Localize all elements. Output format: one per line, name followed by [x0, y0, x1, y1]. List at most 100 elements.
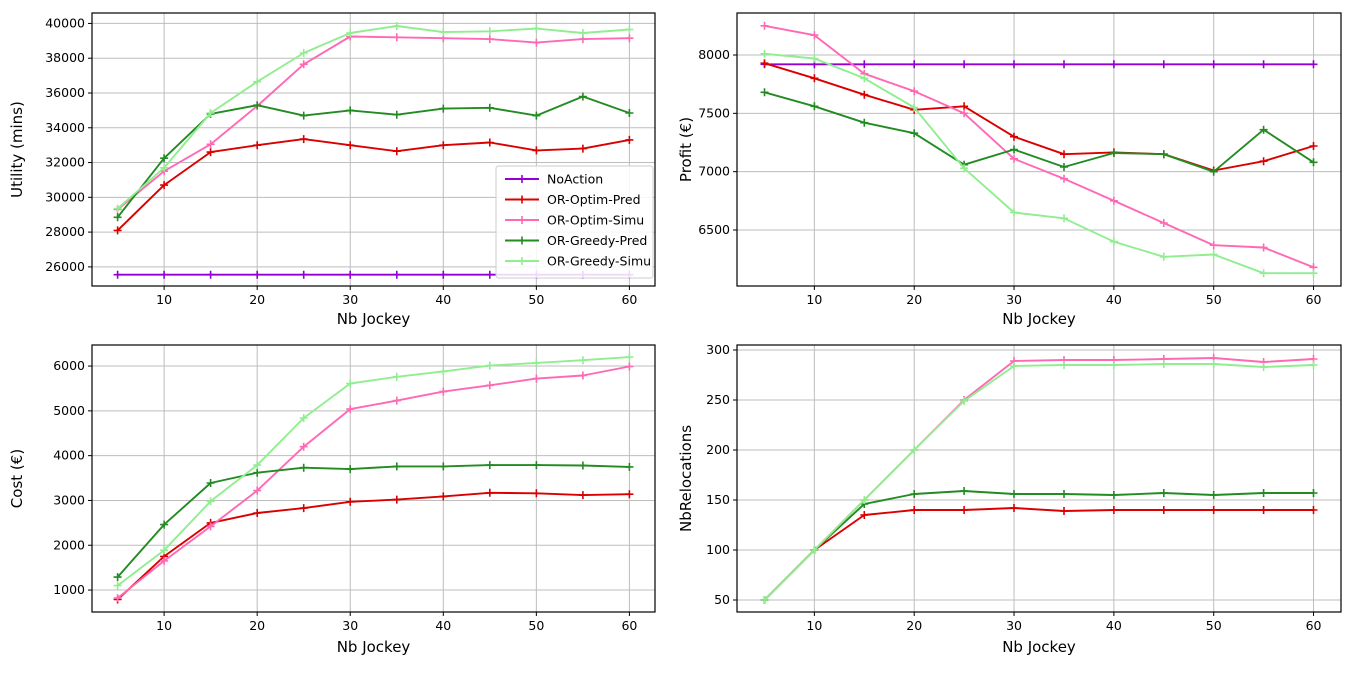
y-tick-label: 100 — [706, 542, 730, 557]
series-markers-OR-Greedy-Simu — [113, 22, 634, 213]
y-tick-label: 3000 — [53, 492, 85, 507]
series-markers-OR-Optim-Pred — [113, 135, 634, 235]
series-markers-OR-Optim-Simu — [760, 354, 1318, 604]
x-tick-label: 60 — [621, 618, 637, 633]
series-markers-OR-Greedy-Simu — [760, 49, 1318, 278]
y-tick-label: 200 — [706, 442, 730, 457]
x-tick-label: 30 — [1006, 618, 1022, 633]
axes-frame — [736, 344, 1342, 613]
axes-frame — [91, 12, 656, 287]
x-axis-label: Nb Jockey — [337, 310, 411, 328]
y-tick-label: 50 — [714, 592, 730, 607]
cost-chart-panel: 10 20 30 40 50 60 1000 2000 3000 4000 5000 6000 Nb J… — [0, 337, 675, 675]
legend-item: NoAction — [505, 172, 603, 187]
x-tick-label: 10 — [806, 618, 822, 633]
series-markers-OR-Greedy-Pred — [760, 487, 1318, 604]
legend-label: OR-Greedy-Pred — [547, 233, 647, 248]
chart-2-plot: 10 20 30 40 50 60 1000 2000 3000 4000 5000 6000 Nb J… — [8, 344, 656, 656]
y-tick-label: 300 — [706, 342, 730, 357]
series-markers-OR-Greedy-Simu — [113, 353, 634, 590]
series-line-OR-Optim-Simu — [116, 35, 630, 211]
series-line-OR-Greedy-Simu — [116, 25, 630, 210]
series-line-OR-Optim-Simu — [763, 357, 1314, 601]
series-markers-OR-Optim-Simu — [113, 362, 634, 603]
y-tick-label: 36000 — [45, 85, 85, 100]
legend-swatch-marker — [518, 236, 526, 245]
legend-item: OR-Greedy-Simu — [505, 254, 651, 269]
x-tick-label: 60 — [1306, 292, 1322, 307]
y-tick-label: 4000 — [53, 448, 85, 463]
legend-box — [495, 165, 654, 279]
legend-label: OR-Optim-Pred — [547, 192, 641, 207]
x-tick-label: 20 — [906, 292, 922, 307]
series-line-OR-Greedy-Pred — [764, 91, 1315, 173]
x-tick-label: 10 — [156, 292, 172, 307]
legend: NoAction OR-Optim-Pred OR-Optim-Simu OR-Gre… — [495, 165, 654, 279]
y-tick-label: 7500 — [698, 105, 730, 120]
series-line-OR-Greedy-Pred — [116, 464, 630, 578]
x-tick-label: 50 — [1206, 292, 1222, 307]
axes-frame — [91, 344, 656, 613]
y-tick-label: 30000 — [45, 189, 85, 204]
y-tick-label: 32000 — [45, 155, 85, 170]
profit-chart-panel: 10 20 30 40 50 60 6500 7000 7500 8000 Nb Jockey Pro… — [675, 0, 1350, 337]
y-tick-label: 34000 — [45, 120, 85, 135]
x-tick-label: 40 — [435, 618, 451, 633]
y-tick-label: 40000 — [45, 15, 85, 30]
x-tick-label: 40 — [1106, 618, 1122, 633]
series-markers-OR-Greedy-Pred — [760, 88, 1318, 176]
x-tick-label: 20 — [906, 618, 922, 633]
series-line-OR-Greedy-Simu — [763, 363, 1314, 601]
series-line-OR-Greedy-Pred — [763, 490, 1314, 601]
legend-item: OR-Optim-Simu — [505, 213, 644, 228]
y-tick-label: 7000 — [698, 164, 730, 179]
y-tick-label: 6000 — [53, 358, 85, 373]
y-axis-label: Profit (€) — [677, 117, 695, 182]
x-axis-label: Nb Jockey — [1002, 638, 1076, 656]
legend-item: OR-Optim-Pred — [505, 192, 641, 207]
legend-item: OR-Greedy-Pred — [505, 233, 647, 248]
x-tick-label: 20 — [249, 292, 265, 307]
x-tick-label: 50 — [528, 292, 544, 307]
x-axis-label: Nb Jockey — [337, 638, 411, 656]
y-tick-label: 5000 — [53, 403, 85, 418]
y-axis-label: Utility (mins) — [8, 101, 26, 198]
series-line-OR-Optim-Pred — [763, 507, 1314, 601]
x-tick-label: 40 — [435, 292, 451, 307]
chart-1-plot: 10 20 30 40 50 60 6500 7000 7500 8000 Nb Jockey Pro… — [677, 12, 1342, 328]
x-tick-label: 30 — [1006, 292, 1022, 307]
x-tick-label: 60 — [621, 292, 637, 307]
series-line-OR-Greedy-Simu — [764, 52, 1314, 275]
y-tick-label: 38000 — [45, 50, 85, 65]
legend-swatch-marker — [518, 195, 526, 204]
nbrelocations-chart-panel: 10 20 30 40 50 60 50 100 150 200 250 300 Nb Jockey Nb… — [675, 337, 1350, 675]
series-line-OR-Greedy-Simu — [117, 356, 630, 587]
y-tick-label: 2000 — [53, 537, 85, 552]
chart-0-plot: 10 20 30 40 50 60 26000 28000 30000 32000 34000 360… — [8, 12, 656, 328]
y-tick-label: 1000 — [53, 582, 85, 597]
legend-swatch-marker — [518, 175, 526, 183]
legend-swatch-marker — [518, 257, 526, 265]
series-line-OR-Optim-Pred — [116, 138, 630, 232]
legend-label: NoAction — [547, 172, 603, 187]
y-tick-label: 150 — [706, 492, 730, 507]
y-tick-label: 6500 — [698, 222, 730, 237]
series-line-OR-Optim-Pred — [764, 62, 1314, 172]
series-line-OR-Optim-Simu — [117, 365, 630, 599]
axes-frame — [736, 12, 1342, 287]
x-tick-label: 30 — [342, 618, 358, 633]
series-markers-OR-Optim-Pred — [113, 488, 634, 604]
series-line-OR-Optim-Pred — [116, 491, 630, 601]
legend-swatch-marker — [518, 216, 526, 224]
x-tick-label: 30 — [342, 292, 358, 307]
series-markers-OR-Greedy-Pred — [113, 461, 634, 582]
x-tick-label: 10 — [806, 292, 822, 307]
chart-3-plot: 10 20 30 40 50 60 50 100 150 200 250 300 Nb Jockey Nb… — [677, 342, 1342, 656]
utility-chart-panel: 10 20 30 40 50 60 26000 28000 30000 32000 34000 360… — [0, 0, 675, 337]
x-tick-label: 40 — [1106, 292, 1122, 307]
legend-label: OR-Greedy-Simu — [547, 254, 651, 269]
legend-label: OR-Optim-Simu — [547, 213, 644, 228]
x-tick-label: 60 — [1306, 618, 1322, 633]
y-axis-label: Cost (€) — [8, 449, 26, 508]
